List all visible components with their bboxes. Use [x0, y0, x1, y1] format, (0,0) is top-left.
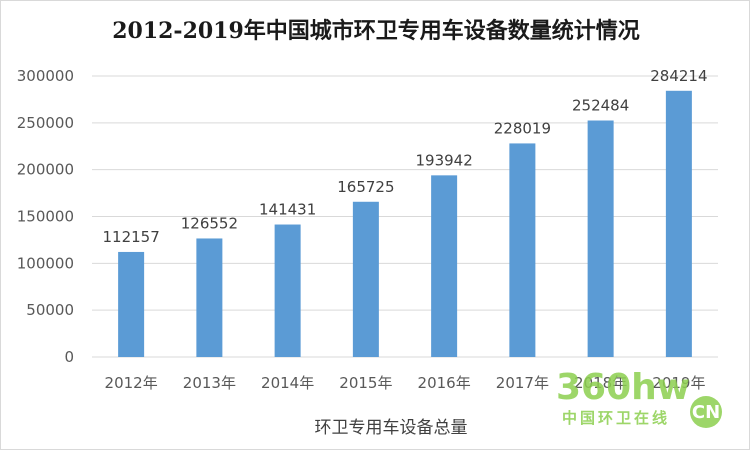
bar [118, 251, 145, 357]
x-tick-label: 2014年 [261, 374, 314, 392]
x-tick-label: 2017年 [496, 374, 549, 392]
data-label: 252484 [572, 97, 629, 115]
x-tick-label: 2015年 [339, 374, 392, 392]
bar [431, 175, 458, 357]
gridlines [92, 75, 718, 358]
bars [118, 90, 692, 357]
y-tick-label: 100000 [17, 254, 74, 272]
watermark-main-text: 360hw [556, 367, 690, 408]
bar [665, 90, 692, 357]
y-tick-label: 250000 [17, 114, 74, 132]
bar [587, 120, 614, 357]
data-label: 165725 [337, 178, 394, 196]
data-label: 141431 [259, 201, 316, 219]
bar [509, 143, 536, 357]
data-label: 193942 [415, 151, 472, 169]
bar [196, 238, 223, 357]
data-label: 228019 [494, 119, 551, 137]
y-tick-label: 200000 [17, 161, 74, 179]
y-tick-label: 50000 [26, 301, 74, 319]
x-tick-label: 2016年 [418, 374, 471, 392]
watermark-badge-text: CN [692, 402, 720, 423]
x-axis-label: 环卫专用车设备总量 [315, 418, 468, 438]
data-label: 284214 [650, 67, 707, 85]
bar [274, 224, 301, 357]
watermark-sub-text: 中国环卫在线 [562, 409, 670, 427]
x-tick-label: 2012年 [105, 374, 158, 392]
x-tick-label: 2019年 [652, 374, 705, 392]
x-tick-label: 2018年 [574, 374, 627, 392]
data-label: 112157 [102, 228, 159, 246]
y-tick-label: 150000 [17, 208, 74, 226]
watermark-logo: 360hw 中国环卫在线 CN [556, 367, 722, 428]
data-label: 126552 [181, 214, 238, 232]
x-tick-label: 2013年 [183, 374, 236, 392]
chart-title: 2012-2019年中国城市环卫专用车设备数量统计情况 [112, 18, 640, 44]
y-tick-label: 300000 [17, 67, 74, 85]
y-axis-ticks: 0 50000 100000 150000 200000 250000 300000 [17, 67, 74, 366]
y-tick-label: 0 [64, 348, 74, 366]
bar [352, 201, 379, 357]
data-labels: 112157 126552 141431 165725 193942 228019 2524… [102, 67, 707, 246]
x-axis-ticks: 2012年 2013年 2014年 2015年 2016年 2017年 2018年 2019年 [105, 374, 706, 392]
watermark-badge-circle [690, 396, 722, 428]
